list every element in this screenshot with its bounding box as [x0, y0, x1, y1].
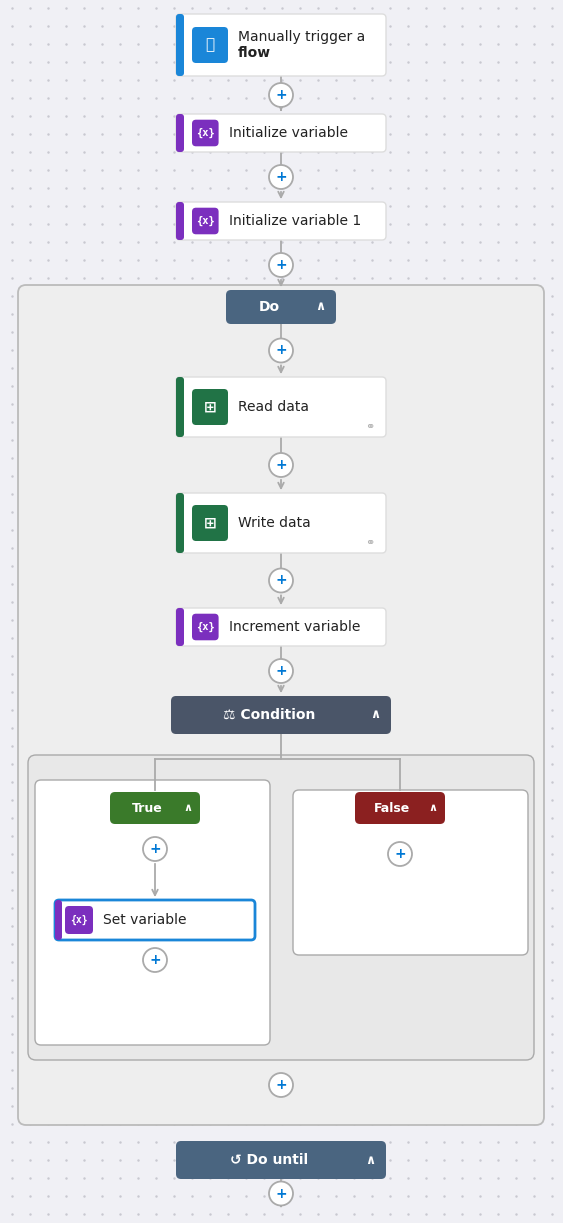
Text: ⊞: ⊞ [204, 516, 216, 531]
Text: +: + [149, 841, 161, 856]
Text: ⚭: ⚭ [365, 538, 375, 548]
FancyBboxPatch shape [176, 13, 184, 76]
Text: Increment variable: Increment variable [229, 620, 360, 634]
FancyBboxPatch shape [355, 793, 445, 824]
Text: ⊞: ⊞ [204, 400, 216, 415]
Text: Manually trigger a: Manually trigger a [238, 31, 365, 44]
Text: +: + [275, 258, 287, 272]
Circle shape [388, 841, 412, 866]
Text: +: + [275, 574, 287, 587]
FancyBboxPatch shape [110, 793, 200, 824]
Text: {x}: {x} [196, 128, 215, 138]
Text: Initialize variable 1: Initialize variable 1 [229, 214, 361, 227]
Text: Read data: Read data [238, 400, 309, 415]
FancyBboxPatch shape [192, 614, 218, 641]
FancyBboxPatch shape [226, 290, 336, 324]
FancyBboxPatch shape [176, 493, 184, 553]
FancyBboxPatch shape [176, 114, 184, 152]
Text: +: + [275, 344, 287, 357]
Text: {x}: {x} [70, 915, 88, 925]
FancyBboxPatch shape [55, 900, 255, 940]
FancyBboxPatch shape [192, 389, 228, 426]
Text: ∧: ∧ [315, 301, 325, 313]
Text: ∧: ∧ [365, 1153, 375, 1167]
FancyBboxPatch shape [176, 608, 386, 646]
Text: flow: flow [238, 46, 271, 60]
Circle shape [269, 253, 293, 276]
FancyBboxPatch shape [171, 696, 391, 734]
Text: Do: Do [258, 300, 280, 314]
Text: {x}: {x} [196, 621, 215, 632]
FancyBboxPatch shape [176, 13, 386, 76]
Circle shape [143, 837, 167, 861]
FancyBboxPatch shape [192, 505, 228, 541]
Text: ↺ Do until: ↺ Do until [230, 1153, 308, 1167]
FancyBboxPatch shape [176, 202, 386, 240]
FancyBboxPatch shape [192, 120, 218, 147]
Circle shape [269, 569, 293, 592]
FancyBboxPatch shape [55, 900, 62, 940]
FancyBboxPatch shape [176, 608, 184, 646]
FancyBboxPatch shape [192, 27, 228, 64]
Text: {x}: {x} [196, 216, 215, 226]
FancyBboxPatch shape [176, 202, 184, 240]
Text: ∧: ∧ [370, 708, 380, 722]
Text: +: + [275, 88, 287, 102]
FancyBboxPatch shape [65, 906, 93, 934]
Text: True: True [132, 801, 162, 815]
Text: False: False [374, 801, 410, 815]
Text: +: + [275, 1186, 287, 1201]
Circle shape [269, 165, 293, 190]
Circle shape [269, 1073, 293, 1097]
FancyBboxPatch shape [293, 790, 528, 955]
FancyBboxPatch shape [192, 208, 218, 235]
Circle shape [269, 1181, 293, 1206]
FancyBboxPatch shape [176, 493, 386, 553]
Text: ∧: ∧ [428, 804, 437, 813]
Text: ✋: ✋ [205, 38, 215, 53]
Text: ∧: ∧ [184, 804, 193, 813]
Text: +: + [275, 170, 287, 183]
FancyBboxPatch shape [35, 780, 270, 1044]
FancyBboxPatch shape [18, 285, 544, 1125]
FancyBboxPatch shape [176, 377, 184, 437]
Circle shape [269, 83, 293, 106]
Circle shape [269, 339, 293, 362]
FancyBboxPatch shape [176, 377, 386, 437]
Text: +: + [275, 664, 287, 678]
FancyBboxPatch shape [176, 1141, 386, 1179]
FancyBboxPatch shape [176, 114, 386, 152]
Text: +: + [394, 848, 406, 861]
Text: Write data: Write data [238, 516, 311, 530]
Text: ⚭: ⚭ [365, 422, 375, 432]
Text: +: + [149, 953, 161, 967]
FancyBboxPatch shape [28, 755, 534, 1060]
Text: Initialize variable: Initialize variable [229, 126, 347, 139]
Circle shape [269, 453, 293, 477]
Text: +: + [275, 1077, 287, 1092]
Text: +: + [275, 457, 287, 472]
Text: Set variable: Set variable [103, 914, 186, 927]
Text: ⚖ Condition: ⚖ Condition [223, 708, 315, 722]
Circle shape [143, 948, 167, 972]
Circle shape [269, 659, 293, 682]
